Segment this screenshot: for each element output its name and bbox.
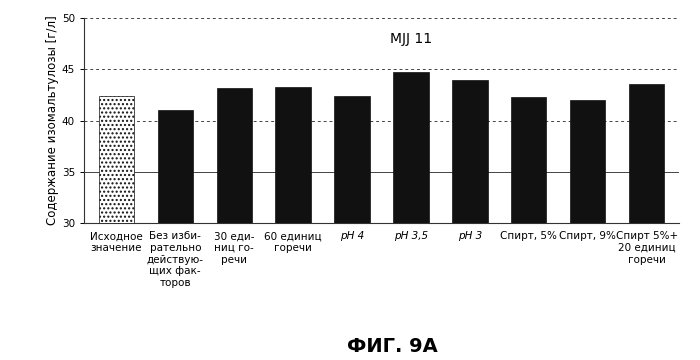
- Bar: [99, 96, 134, 223]
- Bar: [629, 84, 664, 223]
- Y-axis label: Содержание изомальтулозы [г/л]: Содержание изомальтулозы [г/л]: [46, 16, 59, 225]
- Bar: [276, 87, 311, 223]
- Bar: [452, 80, 487, 223]
- Bar: [511, 97, 547, 223]
- Text: 30 еди-
ниц го-
речи: 30 еди- ниц го- речи: [214, 231, 255, 265]
- Text: MJJ 11: MJJ 11: [390, 32, 433, 45]
- Bar: [335, 96, 370, 223]
- Text: pH 4: pH 4: [340, 231, 364, 242]
- Bar: [216, 88, 252, 223]
- Text: pH 3,5: pH 3,5: [394, 231, 428, 242]
- Text: ФИГ. 9А: ФИГ. 9А: [346, 337, 438, 356]
- Bar: [570, 100, 606, 223]
- Text: 60 единиц
горечи: 60 единиц горечи: [265, 231, 322, 253]
- Text: Без изби-
рательно
действую-
щих фак-
торов: Без изби- рательно действую- щих фак- то…: [147, 231, 204, 288]
- Text: Спирт, 9%: Спирт, 9%: [559, 231, 616, 242]
- Bar: [158, 110, 193, 223]
- Text: Спирт, 5%: Спирт, 5%: [500, 231, 557, 242]
- Text: pH 3: pH 3: [458, 231, 482, 242]
- Bar: [393, 72, 428, 223]
- Text: Исходное
значение: Исходное значение: [90, 231, 143, 253]
- Text: Спирт 5%+
20 единиц
горечи: Спирт 5%+ 20 единиц горечи: [615, 231, 678, 265]
